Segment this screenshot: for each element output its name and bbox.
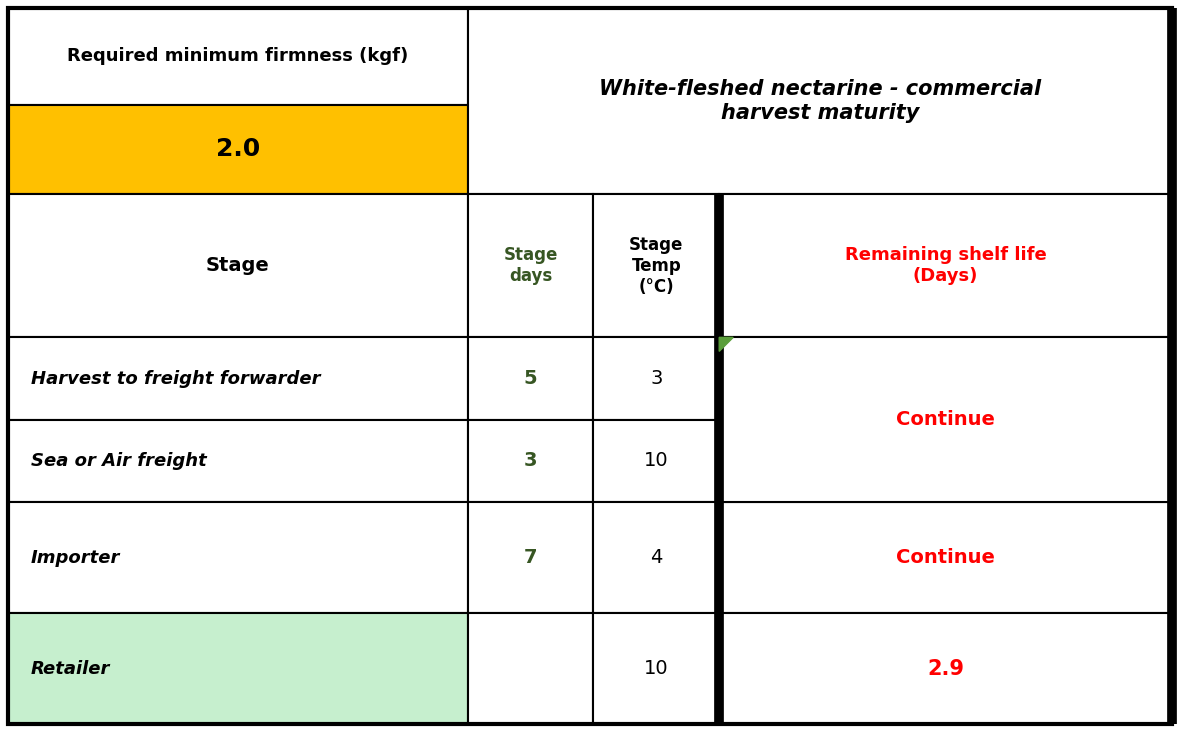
Bar bbox=[467, 502, 594, 613]
Bar bbox=[8, 613, 467, 724]
Bar bbox=[719, 337, 1172, 502]
Text: Continue: Continue bbox=[896, 548, 995, 567]
Bar bbox=[719, 613, 1172, 724]
Bar bbox=[719, 502, 1172, 613]
Bar bbox=[8, 194, 467, 337]
Bar bbox=[594, 502, 719, 613]
Text: White-fleshed nectarine - commercial
harvest maturity: White-fleshed nectarine - commercial har… bbox=[598, 80, 1041, 123]
Bar bbox=[594, 613, 719, 724]
Bar bbox=[8, 105, 467, 194]
Polygon shape bbox=[719, 337, 733, 351]
Text: Continue: Continue bbox=[896, 410, 995, 429]
Bar bbox=[719, 194, 1172, 337]
Bar bbox=[594, 419, 719, 502]
Text: 5: 5 bbox=[524, 369, 537, 388]
Text: Stage
days: Stage days bbox=[504, 247, 558, 285]
Text: 3: 3 bbox=[650, 369, 662, 388]
Bar bbox=[467, 194, 594, 337]
Text: 7: 7 bbox=[524, 548, 537, 567]
Text: Importer: Importer bbox=[31, 548, 120, 567]
Text: 2.0: 2.0 bbox=[216, 138, 260, 162]
Text: 10: 10 bbox=[644, 659, 669, 678]
Text: 4: 4 bbox=[650, 548, 662, 567]
Text: Sea or Air freight: Sea or Air freight bbox=[31, 452, 206, 470]
Bar bbox=[594, 194, 719, 337]
Text: Retailer: Retailer bbox=[31, 660, 111, 678]
Bar bbox=[467, 613, 594, 724]
Bar bbox=[8, 419, 467, 502]
Bar bbox=[467, 419, 594, 502]
Bar bbox=[8, 337, 467, 419]
Bar bbox=[8, 8, 467, 105]
Bar bbox=[467, 8, 1172, 194]
Text: Stage
Temp
(°C): Stage Temp (°C) bbox=[629, 236, 683, 296]
Text: 3: 3 bbox=[524, 452, 537, 471]
Text: Required minimum firmness (kgf): Required minimum firmness (kgf) bbox=[67, 48, 408, 65]
Bar bbox=[594, 337, 719, 419]
Text: Stage: Stage bbox=[206, 256, 270, 275]
Bar bbox=[8, 502, 467, 613]
Text: Remaining shelf life
(Days): Remaining shelf life (Days) bbox=[845, 247, 1047, 285]
Text: 2.9: 2.9 bbox=[927, 659, 964, 679]
Text: Harvest to freight forwarder: Harvest to freight forwarder bbox=[31, 370, 321, 387]
Text: 10: 10 bbox=[644, 452, 669, 471]
Bar bbox=[467, 337, 594, 419]
